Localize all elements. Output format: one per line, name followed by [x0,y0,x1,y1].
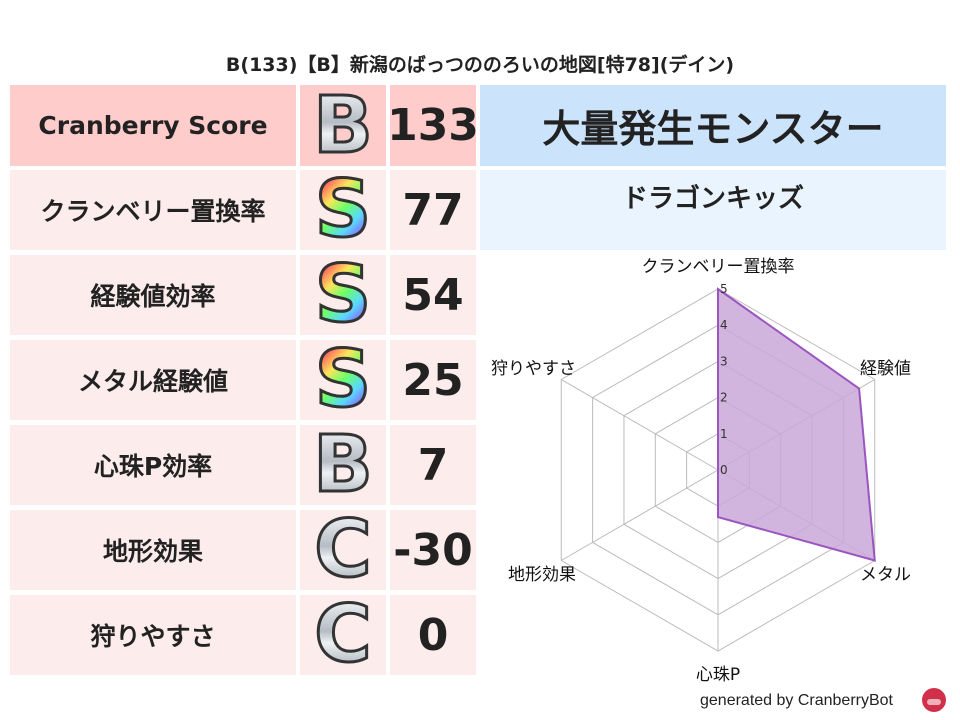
metric-grade-badge: C [300,505,386,595]
metric-grade-badge: B [300,420,386,510]
metric-label: 経験値効率 [10,255,296,335]
tick-label: 3 [720,354,728,368]
metric-value: 77 [390,170,476,250]
metric-label: 地形効果 [10,510,296,590]
monster-header: 大量発生モンスター [480,85,946,166]
axis-label: 経験値 [860,359,911,379]
metric-grade-badge: S [300,335,386,425]
axis-label: 地形効果 [508,565,576,585]
tick-label: 1 [720,427,728,441]
grid-spoke [560,469,719,561]
metric-value: 0 [390,595,476,675]
axis-label: クランベリー置換率 [642,257,795,277]
metric-value: 25 [390,340,476,420]
metric-label: クランベリー置換率 [10,170,296,250]
metric-label: 心珠P効率 [10,425,296,505]
grade-letter: C [313,590,373,680]
cranberrybot-logo-icon [922,688,946,712]
metric-label: メタル経験値 [10,340,296,420]
page-title: B(133)【B】新潟のばっつののろいの地図[特78](デイン) [225,54,735,76]
tick-label: 5 [720,282,728,296]
score-label: Cranberry Score [10,85,296,166]
axis-label: 心珠P [696,665,740,685]
metric-grade-badge: S [300,165,386,255]
grade-letter: S [313,335,372,425]
tick-label: 0 [720,463,728,477]
data-area [717,287,876,562]
score-grade-badge: B [300,85,386,166]
tick-label: 2 [720,391,728,405]
footer-credit: generated by CranberryBot [700,692,893,709]
grade-letter: B [312,420,374,510]
grade-letter: S [313,165,372,255]
monster-name: ドラゴンキッズ [480,170,946,250]
tick-label: 4 [720,318,728,332]
metric-value: -30 [390,510,476,590]
metric-grade-badge: C [300,590,386,680]
metric-value: 54 [390,255,476,335]
grade-letter: B [312,80,374,171]
axis-label: 狩りやすさ [491,359,576,379]
axis-label: メタル [860,565,911,585]
score-value: 133 [387,85,479,166]
metric-label: 狩りやすさ [10,595,296,675]
grade-letter: C [313,505,373,595]
metric-value: 7 [390,425,476,505]
grade-letter: S [313,250,372,340]
metric-grade-badge: S [300,250,386,340]
grid-spoke [560,379,719,471]
